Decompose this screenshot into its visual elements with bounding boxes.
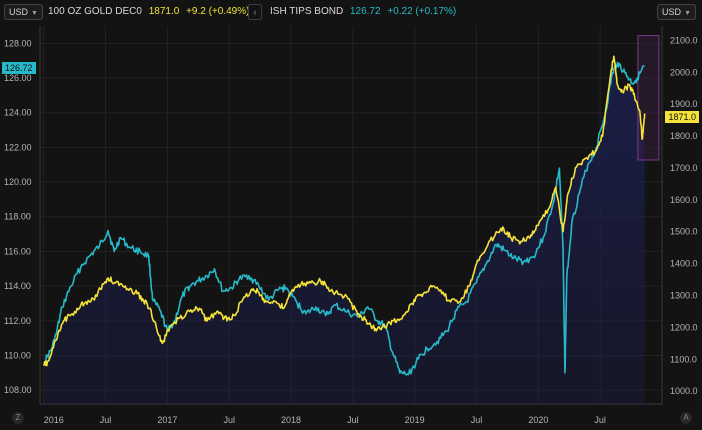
left-currency-label: USD	[9, 7, 29, 17]
x-axis[interactable]: 2016 Jul 2017 Jul 2018 Jul 2019 Jul 2020 Jul	[44, 415, 606, 425]
right-tick-2: 1900.0	[670, 99, 698, 109]
x-tick-6: 2019	[405, 415, 425, 425]
right-currency-label: USD	[662, 7, 682, 17]
tips-line	[43, 61, 645, 376]
right-tick-9: 1200.0	[670, 322, 698, 332]
right-tick-7: 1400.0	[670, 259, 698, 269]
grid	[39, 26, 663, 405]
x-tick-7: Jul	[471, 415, 483, 425]
left-tick-4: 120.00	[4, 177, 32, 187]
gold-price-tag: 1871.0	[665, 111, 699, 123]
x-tick-3: Jul	[223, 415, 235, 425]
x-tick-4: 2018	[281, 415, 301, 425]
right-tick-10: 1100.0	[670, 354, 697, 364]
x-tick-0: 2016	[44, 415, 64, 425]
legend-gold-change: +9.2 (+0.49%)	[186, 6, 250, 17]
left-tick-7: 114.00	[4, 281, 31, 291]
x-tick-5: Jul	[347, 415, 359, 425]
right-tick-11: 1000.0	[670, 386, 698, 396]
chevron-down-icon: ▼	[31, 10, 38, 17]
x-tick-9: Jul	[594, 415, 606, 425]
left-tick-10: 108.00	[4, 385, 32, 395]
right-tick-5: 1600.0	[670, 195, 698, 205]
x-tick-1: Jul	[100, 415, 112, 425]
left-tick-2: 124.00	[4, 108, 32, 118]
legend-gold-name: 100 OZ GOLD DEC0	[48, 6, 142, 17]
left-tick-6: 116.00	[4, 246, 31, 256]
left-tick-0: 128.00	[4, 38, 32, 48]
chevron-down-icon: ▼	[684, 10, 691, 17]
left-tick-3: 122.00	[4, 142, 32, 152]
left-tick-5: 118.00	[4, 212, 31, 222]
highlight-box[interactable]	[637, 35, 660, 161]
left-currency-button[interactable]: USD ▼	[4, 4, 43, 20]
right-tick-6: 1500.0	[670, 227, 698, 237]
chart-header: USD ▼ 100 OZ GOLD DEC0 1871.0 +9.2 (+0.49…	[0, 0, 702, 26]
series-lines	[42, 55, 646, 376]
x-tick-2: 2017	[157, 415, 177, 425]
left-tick-1: 126.00	[4, 73, 32, 83]
tips-price-tag: 126.72	[2, 62, 36, 74]
right-tick-3: 1800.0	[670, 131, 698, 141]
auto-scale-icon[interactable]: A	[680, 412, 692, 424]
left-tick-9: 110.00	[4, 350, 31, 360]
legend-gold-last: 1871.0	[148, 6, 180, 17]
zoom-icon[interactable]: Z	[12, 412, 24, 424]
gold-area	[43, 56, 645, 405]
right-tick-8: 1300.0	[670, 291, 698, 301]
right-tick-1: 2000.0	[670, 67, 698, 77]
legend-gold[interactable]: 100 OZ GOLD DEC0 1871.0 +9.2 (+0.49%)	[48, 6, 253, 17]
left-axis[interactable]: 128.00 126.00 124.00 122.00 120.00 118.00 116.…	[4, 38, 32, 395]
area-fill	[43, 56, 645, 405]
highlight-rect	[637, 35, 660, 161]
legend-tips[interactable]: ISH TIPS BOND 126.72 +0.22 (+0.17%)	[270, 6, 460, 17]
chevron-left-icon[interactable]: ‹	[248, 4, 262, 20]
legend-tips-last: 126.72	[349, 6, 381, 17]
right-tick-4: 1700.0	[670, 163, 698, 173]
right-currency-button[interactable]: USD ▼	[657, 4, 696, 20]
left-tick-8: 112.00	[4, 316, 31, 326]
right-tick-0: 2100.0	[670, 35, 698, 45]
x-tick-8: 2020	[528, 415, 548, 425]
legend-tips-name: ISH TIPS BOND	[270, 6, 344, 17]
legend-tips-change: +0.22 (+0.17%)	[387, 6, 457, 17]
right-axis[interactable]: 2100.0 2000.0 1900.0 1800.0 1700.0 1600.0 1500…	[670, 35, 698, 396]
gold-line	[42, 55, 646, 367]
